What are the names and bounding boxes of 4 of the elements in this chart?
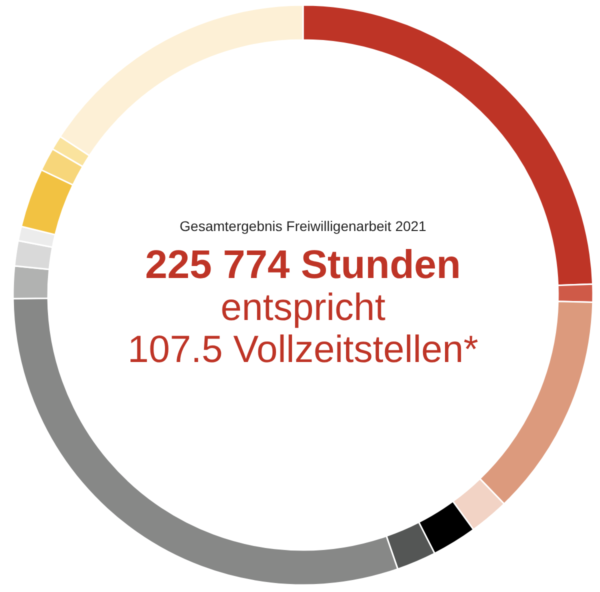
text: 107.5 Vollzeitstellen* [128,329,479,371]
text: Gesamtergebnis Freiwilligenarbeit 2021 [180,218,427,234]
text: 225 774 Stunden [145,243,461,287]
text: entspricht [220,287,386,329]
